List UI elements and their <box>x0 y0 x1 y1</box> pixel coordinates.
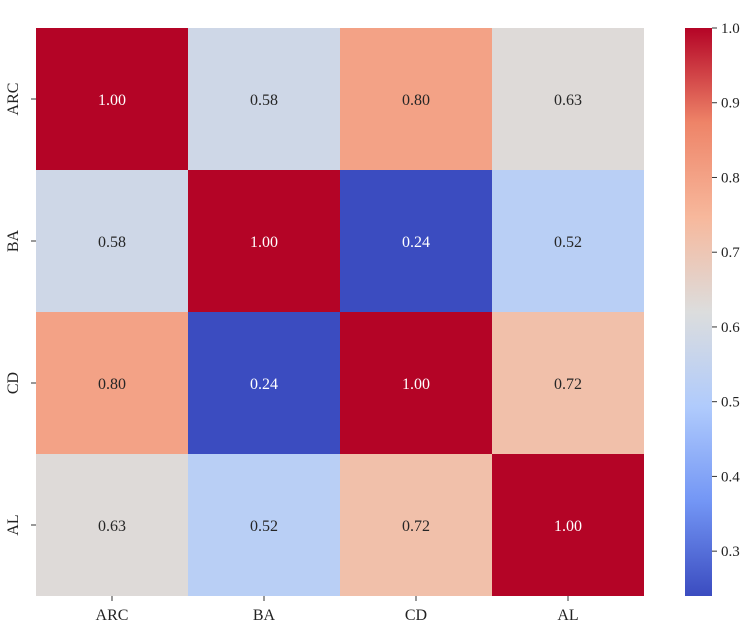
heatmap-cell-al-al <box>492 454 644 596</box>
cell-value-label: 0.72 <box>554 376 582 393</box>
row-tick-label: CD <box>5 372 22 394</box>
colorbar-scale <box>685 28 712 596</box>
cell-value-label: 0.58 <box>98 234 126 251</box>
heatmap-cell-ba-al <box>492 170 644 312</box>
cell-value-label: 0.24 <box>402 234 430 251</box>
heatmap-cell-arc-cd <box>340 28 492 170</box>
heatmap-cell-arc-ba <box>188 28 340 170</box>
cell-value-label: 0.52 <box>250 518 278 535</box>
colorbar-tick-label: 0.7 <box>721 245 740 261</box>
heatmap-cell-ba-ba <box>188 170 340 312</box>
heatmap-cell-ba-arc <box>36 170 188 312</box>
cell-value-label: 1.00 <box>554 518 582 535</box>
colorbar-tick-label: 0.9 <box>721 96 740 112</box>
cell-value-label: 0.58 <box>250 92 278 109</box>
cell-value-label: 0.80 <box>98 376 126 393</box>
cell-value-label: 1.00 <box>402 376 430 393</box>
cell-value-label: 0.80 <box>402 92 430 109</box>
heatmap-cell-cd-al <box>492 312 644 454</box>
cell-value-label: 0.63 <box>98 518 126 535</box>
heatmap-cell-cd-cd <box>340 312 492 454</box>
cell-value-label: 0.52 <box>554 234 582 251</box>
column-tick-label: CD <box>405 607 427 624</box>
colorbar: 0.3 0.4 0.5 0.6 0.7 0.8 0.9 1.0 <box>685 21 740 596</box>
cell-value-label: 1.00 <box>98 92 126 109</box>
row-tick-label: AL <box>5 514 22 535</box>
cell-value-label: 0.72 <box>402 518 430 535</box>
heatmap-cells <box>36 28 644 596</box>
column-tick-label: BA <box>253 607 276 624</box>
column-tick-label: AL <box>557 607 578 624</box>
column-tick-label: ARC <box>96 607 129 624</box>
cell-value-label: 1.00 <box>250 234 278 251</box>
colorbar-tick-label: 0.6 <box>721 320 740 336</box>
heatmap-cell-ba-cd <box>340 170 492 312</box>
row-tick-label: BA <box>5 229 22 252</box>
heatmap-cell-al-cd <box>340 454 492 596</box>
heatmap-cell-cd-ba <box>188 312 340 454</box>
row-tick-labels: ARC BA CD AL <box>5 83 36 536</box>
colorbar-tick-label: 0.4 <box>721 469 740 485</box>
colorbar-tick-label: 1.0 <box>721 21 740 37</box>
row-tick-label: ARC <box>5 83 22 116</box>
heatmap-cell-labels: 1.00 0.58 0.80 0.63 0.58 1.00 0.24 0.52 0.80 0.24… <box>98 92 582 535</box>
heatmap-cell-al-ba <box>188 454 340 596</box>
heatmap-cell-arc-arc <box>36 28 188 170</box>
cell-value-label: 0.63 <box>554 92 582 109</box>
cell-value-label: 0.24 <box>250 376 278 393</box>
heatmap-cell-arc-al <box>492 28 644 170</box>
column-tick-labels: ARC BA CD AL <box>96 596 579 624</box>
colorbar-tick-label: 0.3 <box>721 544 740 560</box>
heatmap-cell-al-arc <box>36 454 188 596</box>
colorbar-tick-label: 0.8 <box>721 170 740 186</box>
colorbar-tick-label: 0.5 <box>721 395 740 411</box>
heatmap-cell-cd-arc <box>36 312 188 454</box>
